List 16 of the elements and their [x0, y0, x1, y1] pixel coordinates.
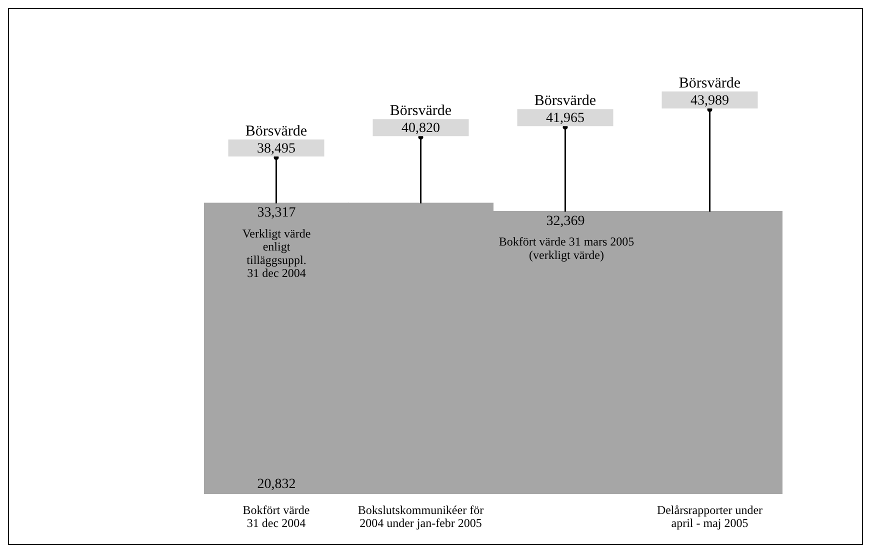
- data-label: 43,989: [690, 93, 729, 108]
- series-label: Börsvärde: [534, 93, 596, 110]
- text: Börsvärde: [678, 75, 741, 92]
- annotation: 20,832: [257, 477, 296, 492]
- x-tick-label: Bokslutskommunikéer för 2004 under jan-febr 2005: [358, 503, 484, 530]
- data-label: 38,495: [257, 141, 296, 156]
- x-tick-label: Delårsrapporter under april - maj 2005: [656, 503, 763, 530]
- text: Börsvärde: [245, 123, 308, 140]
- data-label: 41,965: [546, 111, 584, 126]
- annotation: Verkligt värde enligt tilläggsuppl. 31 dec 2004: [242, 226, 311, 280]
- data-label: 32,369: [546, 214, 585, 230]
- data-label: 40,820: [402, 121, 440, 136]
- annotation: Bokfört värde 31 mars 2005 (verkligt värde): [498, 234, 634, 262]
- x-tick-label: Bokfört värde 31 dec 2004: [242, 503, 310, 530]
- data-label: 33,317: [257, 206, 296, 221]
- text: Börsvärde: [390, 103, 452, 120]
